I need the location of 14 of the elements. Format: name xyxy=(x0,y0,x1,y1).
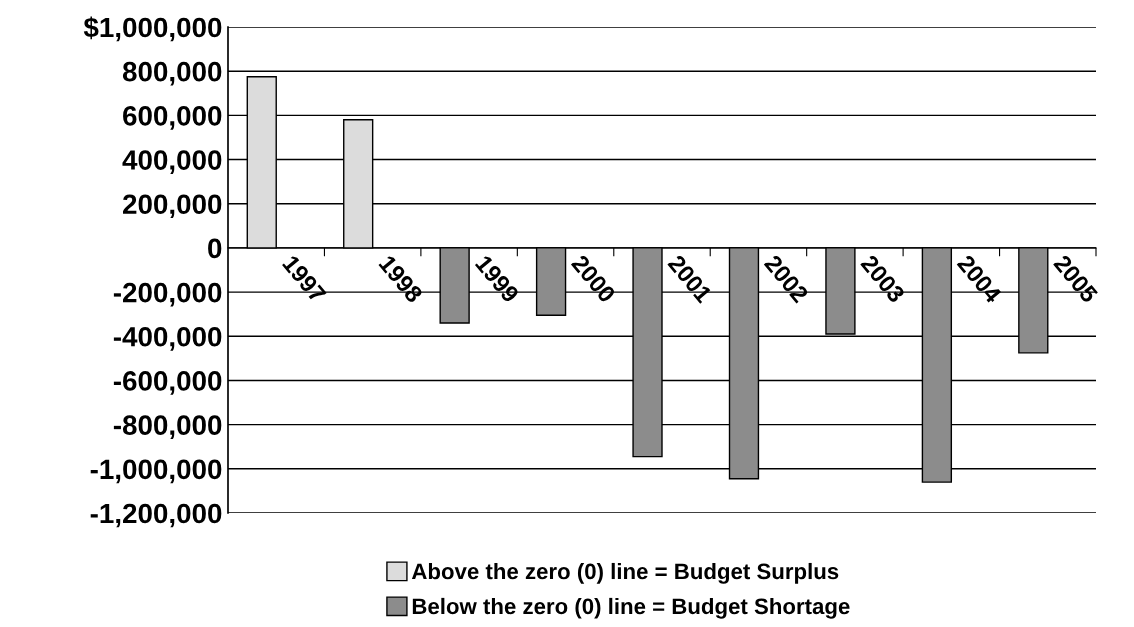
y-tick-label: 600,000 xyxy=(123,106,222,130)
y-tick-label: 800,000 xyxy=(122,61,222,86)
legend-label: Below the zero (0) line = Budget Shortage xyxy=(412,597,850,619)
legend-label: Above the zero (0) line = Budget Surplus xyxy=(411,562,839,584)
y-tick-label: -400,000 xyxy=(113,326,222,351)
y-tick-label: -200,000 xyxy=(113,282,222,307)
y-tick-label: -800,000 xyxy=(113,415,222,439)
y-tick-label: -1,200,000 xyxy=(90,503,222,528)
y-tick-label: 0 xyxy=(208,238,222,259)
y-tick-label: 200,000 xyxy=(123,194,222,219)
y-tick-label: -600,000 xyxy=(113,371,222,395)
y-tick-label: 400,000 xyxy=(122,150,222,174)
y-tick-label: -1,000,000 xyxy=(90,459,222,484)
y-tick-label: $1,000,000 xyxy=(83,16,222,42)
